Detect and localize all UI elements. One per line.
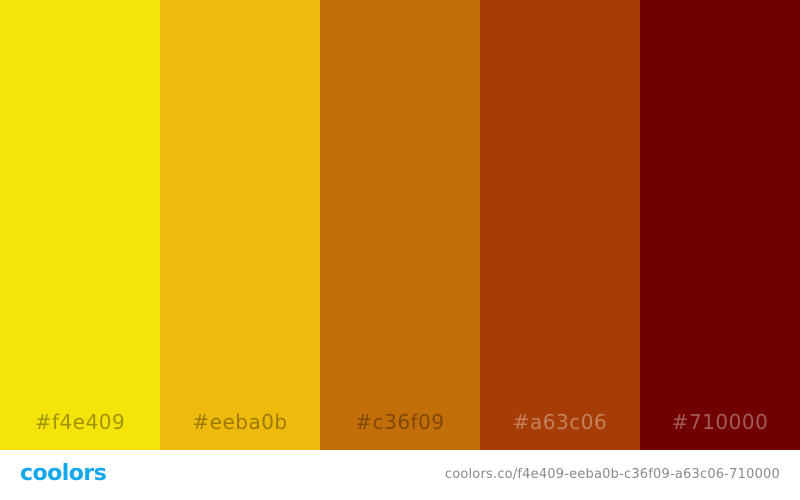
hex-code-label: #710000 [671,410,769,434]
color-swatch-1[interactable]: #f4e409 [0,0,160,450]
footer-bar: coolors coolors.co/f4e409-eeba0b-c36f09-… [0,450,800,500]
color-swatch-5[interactable]: #710000 [640,0,800,450]
hex-code-label: #c36f09 [355,410,445,434]
coolors-logo[interactable]: coolors [20,461,107,486]
color-swatch-3[interactable]: #c36f09 [320,0,480,450]
hex-code-label: #eeba0b [192,410,288,434]
hex-code-label: #a63c06 [512,410,608,434]
hex-code-label: #f4e409 [34,410,126,434]
color-swatch-4[interactable]: #a63c06 [480,0,640,450]
color-swatch-2[interactable]: #eeba0b [160,0,320,450]
palette-url[interactable]: coolors.co/f4e409-eeba0b-c36f09-a63c06-7… [444,467,780,482]
color-palette: #f4e409 #eeba0b #c36f09 #a63c06 #710000 [0,0,800,450]
